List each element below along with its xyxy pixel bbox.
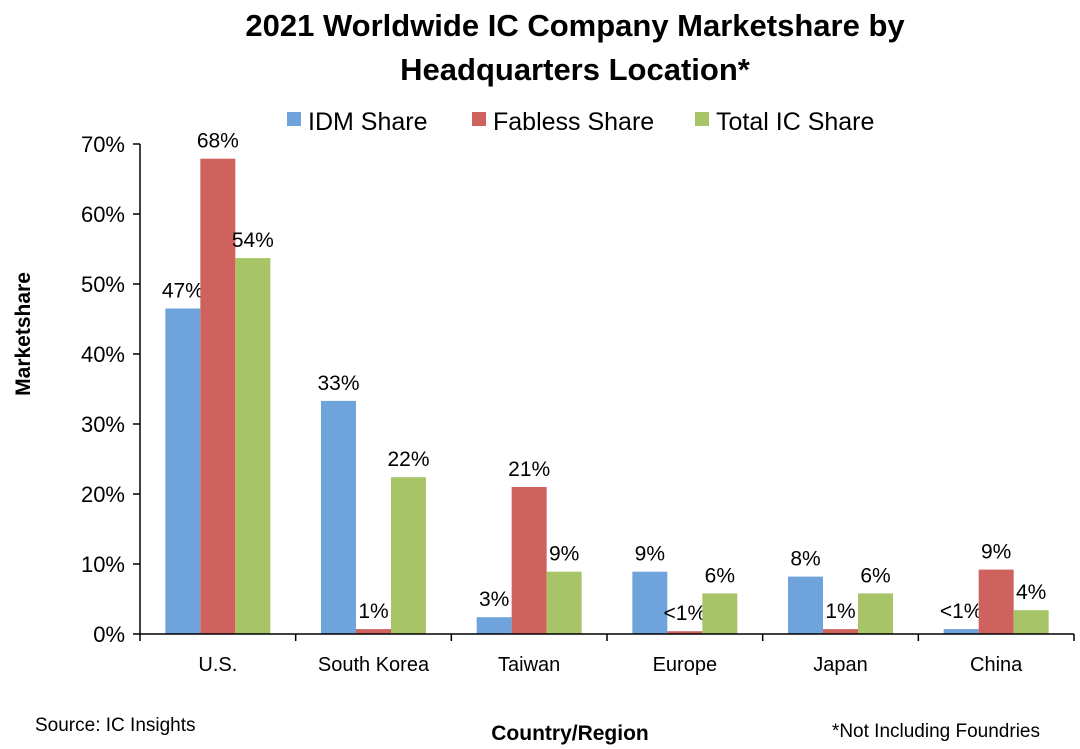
data-label: 54% xyxy=(232,229,274,252)
x-axis-title: Country/Region xyxy=(491,722,649,745)
legend-label: Total IC Share xyxy=(716,108,874,136)
legend-label: IDM Share xyxy=(308,108,427,136)
chart-title-line-1: 2021 Worldwide IC Company Marketshare by xyxy=(245,8,905,43)
x-category-label: Europe xyxy=(653,654,718,676)
data-label: 9% xyxy=(981,541,1011,564)
bars: 47% 33% 3% 9% 8% <1% 68% 1% 21% <1% 1% 9% 54% 22% 9% 6%… xyxy=(162,130,1049,634)
bar-fabless-shareeurope xyxy=(667,631,703,634)
data-label: 21% xyxy=(508,458,550,481)
bar-idm-sharejapan xyxy=(788,576,823,634)
chart-title-line-2: Headquarters Location* xyxy=(400,52,751,87)
data-label: 6% xyxy=(860,564,890,587)
bar-total-ic-shareeurope xyxy=(702,593,738,634)
data-label: 33% xyxy=(317,372,359,395)
bar-total-ic-sharesouth-korea xyxy=(391,477,426,634)
x-axis: U.S. South Korea Taiwan Europe Japan China xyxy=(139,633,1075,676)
y-tick-label: 70% xyxy=(81,132,125,157)
bar-total-ic-sharetaiwan xyxy=(546,571,582,634)
data-label: 1% xyxy=(358,600,388,623)
x-category-label: U.S. xyxy=(198,654,237,676)
legend-label: Fabless Share xyxy=(493,108,654,136)
bar-fabless-sharechina xyxy=(978,569,1014,634)
bar-idm-sharesouth-korea xyxy=(321,400,356,634)
data-label: 1% xyxy=(825,600,855,623)
bar-total-ic-sharejapan xyxy=(858,593,893,634)
footnote: *Not Including Foundries xyxy=(832,721,1040,742)
bar-fabless-shareu-s- xyxy=(200,158,236,634)
legend-swatch xyxy=(695,112,709,126)
bar-idm-shareu-s- xyxy=(165,308,201,634)
x-category-label: Taiwan xyxy=(498,654,560,676)
y-tick-label: 50% xyxy=(81,272,125,297)
y-tick-label: 10% xyxy=(81,552,125,577)
bar-idm-shareeurope xyxy=(632,571,668,634)
bar-fabless-sharetaiwan xyxy=(511,487,547,634)
y-tick-label: 30% xyxy=(81,412,125,437)
data-label: <1% xyxy=(664,602,707,625)
data-label: 9% xyxy=(549,543,579,566)
data-label: 8% xyxy=(790,548,820,571)
x-category-label: Japan xyxy=(813,654,868,676)
legend: IDM Share Fabless Share Total IC Share xyxy=(287,108,874,136)
data-label: 68% xyxy=(197,130,239,153)
data-label: <1% xyxy=(940,600,983,623)
legend-swatch xyxy=(287,112,301,126)
data-label: 3% xyxy=(479,588,509,611)
data-label: 22% xyxy=(387,448,429,471)
source-note: Source: IC Insights xyxy=(35,715,196,736)
y-axis-title: Marketshare xyxy=(12,272,35,396)
legend-swatch xyxy=(472,112,486,126)
bar-total-ic-shareu-s- xyxy=(235,258,271,634)
bar-idm-sharechina xyxy=(943,629,979,634)
bar-idm-sharetaiwan xyxy=(476,617,512,634)
y-tick-label: 40% xyxy=(81,342,125,367)
y-tick-label: 20% xyxy=(81,482,125,507)
x-category-label: South Korea xyxy=(318,654,430,676)
x-category-label: China xyxy=(970,654,1023,676)
data-label: 9% xyxy=(635,543,665,566)
bar-fabless-sharesouth-korea xyxy=(356,629,391,634)
y-tick-label: 0% xyxy=(93,622,125,647)
data-label: 4% xyxy=(1016,581,1046,604)
bar-fabless-sharejapan xyxy=(823,629,858,634)
y-axis: 0% 10% 20% 30% 40% 50% 60% 70% xyxy=(81,132,141,647)
bar-total-ic-sharechina xyxy=(1013,610,1049,634)
data-label: 6% xyxy=(705,564,735,587)
data-label: 47% xyxy=(162,280,204,303)
y-tick-label: 60% xyxy=(81,202,125,227)
